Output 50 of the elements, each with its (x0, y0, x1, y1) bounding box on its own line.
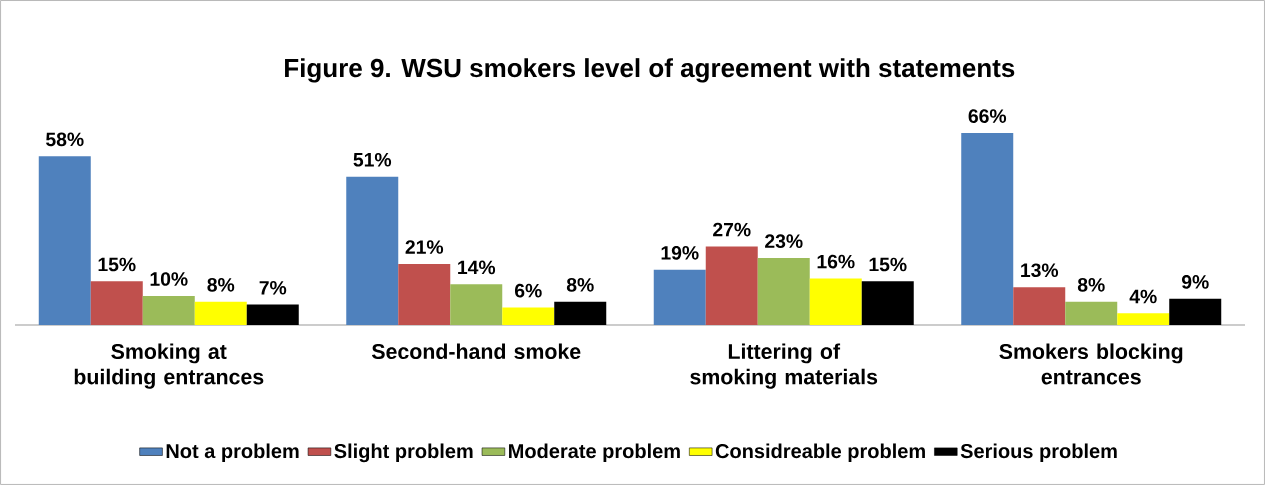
bar (142, 295, 195, 325)
bar (554, 301, 607, 325)
bar (1169, 298, 1222, 325)
data-label: 6% (515, 283, 542, 298)
data-label: 16% (817, 254, 855, 269)
bar (861, 281, 914, 325)
x-tick-label: Second-hand smoke (371, 343, 581, 360)
data-label: 19% (661, 245, 699, 260)
bar (961, 133, 1014, 325)
data-label: 14% (458, 260, 496, 275)
data-label: 8% (207, 277, 235, 292)
legend-label: Slight problem (334, 443, 473, 463)
data-label: 51% (353, 152, 392, 167)
data-label: 66% (968, 109, 1007, 123)
x-tick-label: Littering of smoking materials (690, 343, 878, 389)
bar (502, 307, 555, 325)
data-label: 27% (713, 222, 751, 237)
x-tick-label: Smokers blocking entrances (999, 343, 1183, 385)
bar (757, 258, 810, 325)
data-label: 21% (405, 240, 444, 254)
legend-label: Moderate problem (509, 443, 680, 463)
data-label: 15% (98, 257, 136, 272)
data-label: 7% (259, 280, 287, 295)
data-label: 8% (566, 277, 594, 292)
bar (398, 263, 451, 325)
legend-label: Not a problem (166, 443, 299, 463)
legend-label: Serious problem (960, 443, 1117, 463)
bar (90, 281, 143, 325)
bar (450, 284, 503, 325)
x-tick-label: Smoking at building entrances (74, 343, 264, 389)
bar (809, 278, 862, 325)
data-label: 15% (869, 257, 907, 272)
data-label: 8% (1077, 277, 1105, 292)
data-label: 4% (1129, 289, 1157, 304)
data-label: 23% (765, 234, 803, 249)
data-label: 9% (1181, 275, 1209, 289)
bar (1065, 301, 1118, 325)
bar (246, 304, 299, 325)
bar (38, 156, 91, 325)
legend-label: Considreable problem (715, 443, 925, 463)
bar (705, 246, 758, 325)
data-label: 13% (1021, 263, 1059, 278)
bar (653, 269, 706, 325)
bar (1117, 313, 1170, 325)
bar (346, 176, 399, 325)
chart-title: Figure 9. WSU smokers level of agreement with statements (285, 58, 1015, 83)
data-label: 10% (150, 272, 188, 286)
data-label: 58% (46, 132, 84, 147)
bar (194, 301, 247, 325)
bar (1013, 287, 1066, 325)
